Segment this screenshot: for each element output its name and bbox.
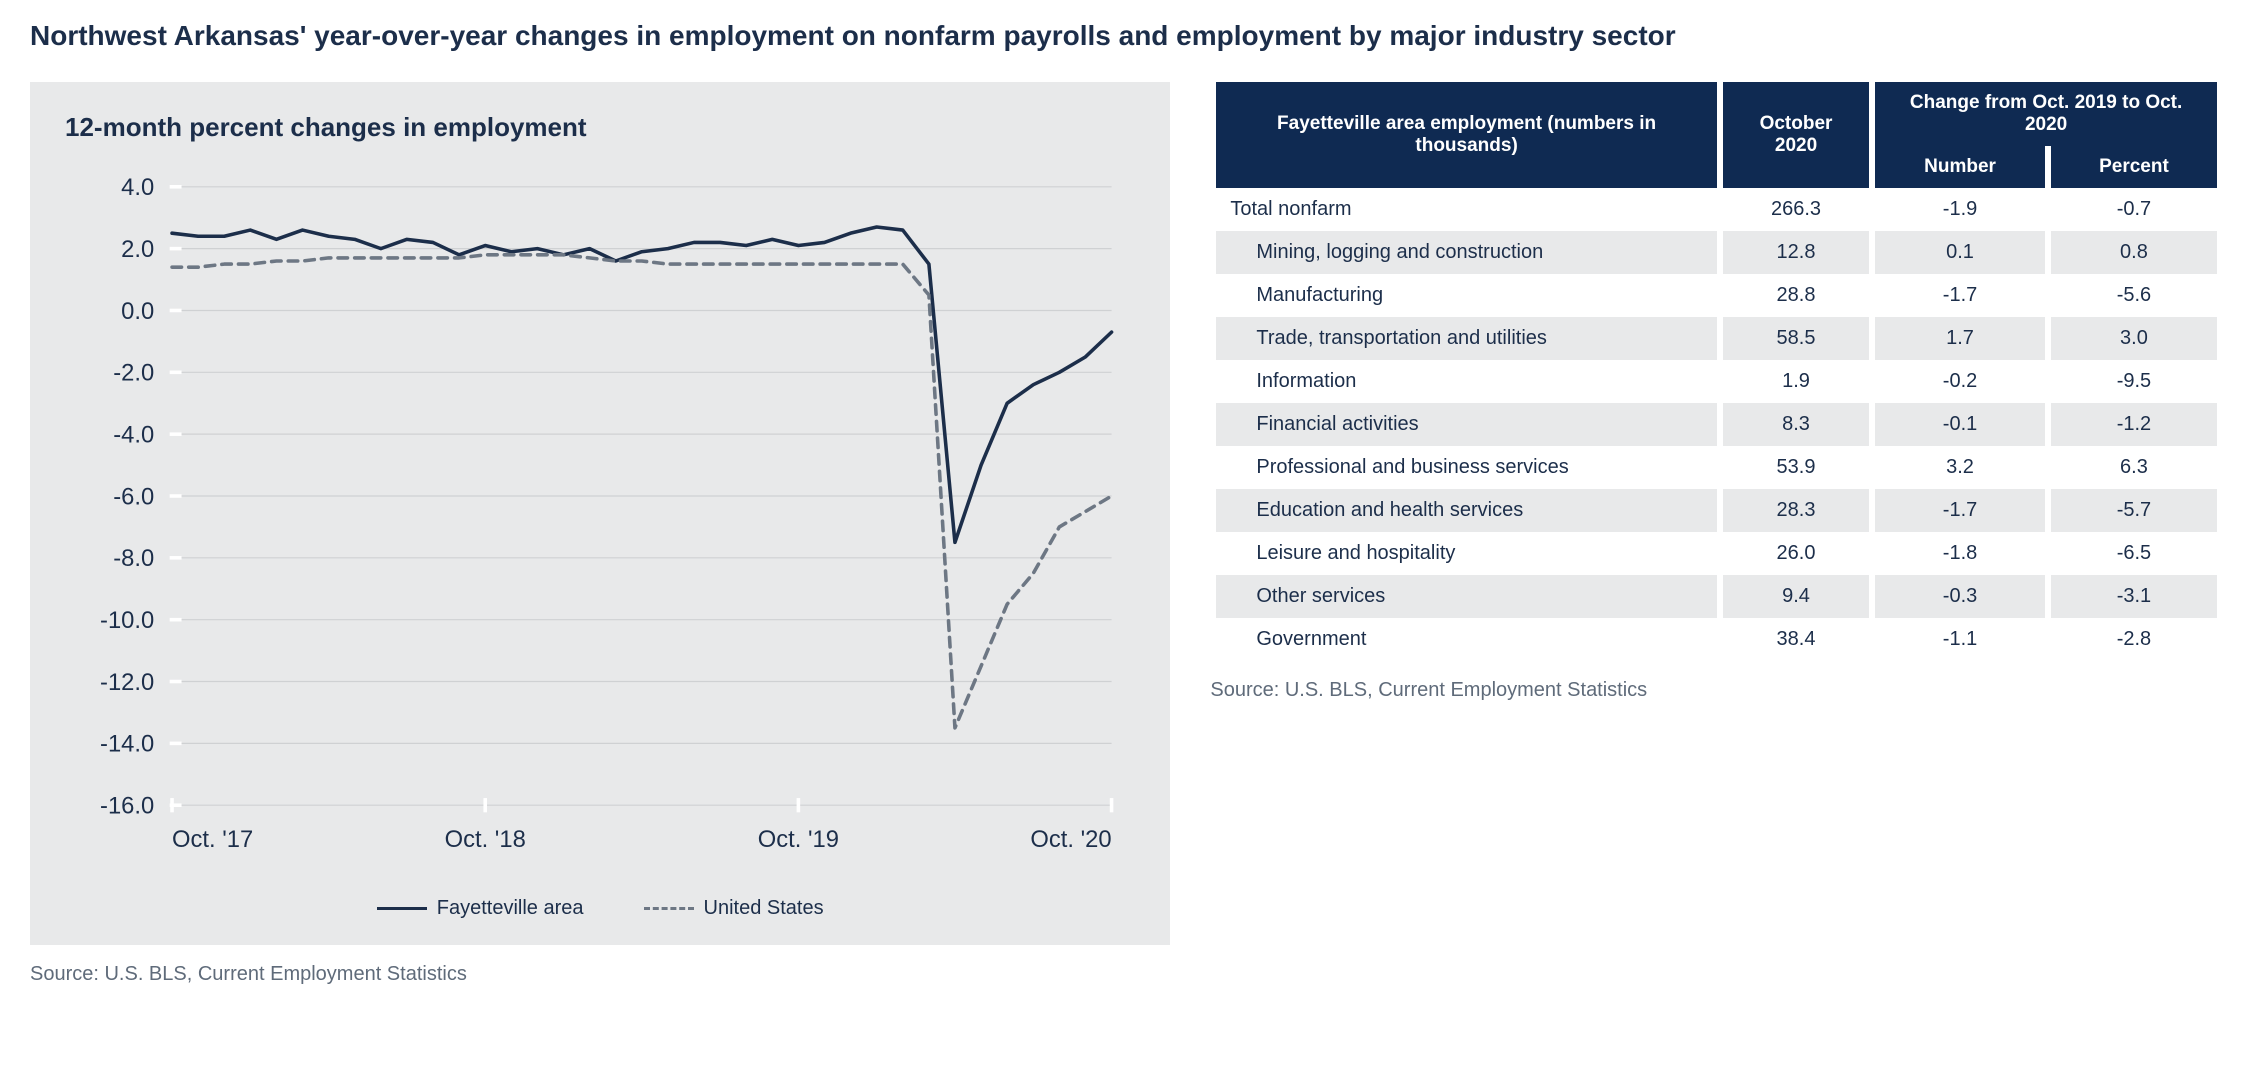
svg-text:0.0: 0.0 <box>121 298 154 325</box>
row-label: Education and health services <box>1216 489 1716 532</box>
table-row: Education and health services28.3-1.7-5.… <box>1216 489 2217 532</box>
legend-label: Fayetteville area <box>437 897 584 920</box>
svg-text:-8.0: -8.0 <box>113 545 154 572</box>
chart-source: Source: U.S. BLS, Current Employment Sta… <box>30 963 2223 986</box>
col-header-main: Fayetteville area employment (numbers in… <box>1216 82 1716 188</box>
chart-legend: Fayetteville area United States <box>65 897 1135 920</box>
svg-text:-10.0: -10.0 <box>100 607 154 634</box>
legend-item: Fayetteville area <box>377 897 584 920</box>
svg-text:-16.0: -16.0 <box>100 793 154 820</box>
row-change-percent: -5.7 <box>2051 489 2217 532</box>
row-oct2020: 266.3 <box>1723 188 1869 231</box>
table-row: Information1.9-0.2-9.5 <box>1216 360 2217 403</box>
row-change-percent: 6.3 <box>2051 446 2217 489</box>
chart-title: 12-month percent changes in employment <box>65 112 1135 143</box>
table-header: Fayetteville area employment (numbers in… <box>1216 82 2217 188</box>
row-change-percent: -6.5 <box>2051 532 2217 575</box>
table-row: Professional and business services53.93.… <box>1216 446 2217 489</box>
row-change-number: -0.3 <box>1875 575 2045 618</box>
row-change-number: -1.8 <box>1875 532 2045 575</box>
svg-text:-2.0: -2.0 <box>113 360 154 387</box>
row-change-number: 3.2 <box>1875 446 2045 489</box>
row-change-percent: -0.7 <box>2051 188 2217 231</box>
legend-label: United States <box>704 897 824 920</box>
table-row: Leisure and hospitality26.0-1.8-6.5 <box>1216 532 2217 575</box>
table-row: Other services9.4-0.3-3.1 <box>1216 575 2217 618</box>
table-row: Financial activities8.3-0.1-1.2 <box>1216 403 2217 446</box>
svg-text:4.0: 4.0 <box>121 174 154 201</box>
row-label: Manufacturing <box>1216 274 1716 317</box>
row-change-percent: -9.5 <box>2051 360 2217 403</box>
page-title: Northwest Arkansas' year-over-year chang… <box>30 20 2223 52</box>
svg-text:Oct. '20: Oct. '20 <box>1030 826 1111 853</box>
row-change-percent: -3.1 <box>2051 575 2217 618</box>
row-oct2020: 58.5 <box>1723 317 1869 360</box>
svg-text:2.0: 2.0 <box>121 236 154 263</box>
row-oct2020: 26.0 <box>1723 532 1869 575</box>
svg-text:-4.0: -4.0 <box>113 421 154 448</box>
row-label: Information <box>1216 360 1716 403</box>
row-oct2020: 28.8 <box>1723 274 1869 317</box>
table-row: Mining, logging and construction12.80.10… <box>1216 231 2217 274</box>
col-header-oct2020: October 2020 <box>1723 82 1869 188</box>
row-change-number: -0.2 <box>1875 360 2045 403</box>
row-oct2020: 9.4 <box>1723 575 1869 618</box>
legend-swatch <box>644 907 694 910</box>
row-change-number: -1.7 <box>1875 489 2045 532</box>
svg-text:-6.0: -6.0 <box>113 483 154 510</box>
chart-svg-container: 4.0 2.0 0.0 -2.0 -4.0 -6.0 -8.0 -10.0 -12.0 -14.0… <box>65 163 1135 882</box>
row-oct2020: 8.3 <box>1723 403 1869 446</box>
row-oct2020: 12.8 <box>1723 231 1869 274</box>
chart-panel: 12-month percent changes in employment 4… <box>30 82 1170 945</box>
row-label: Government <box>1216 618 1716 661</box>
svg-text:-14.0: -14.0 <box>100 731 154 758</box>
row-change-percent: -5.6 <box>2051 274 2217 317</box>
col-subheader-number: Number <box>1875 146 2045 188</box>
svg-text:-12.0: -12.0 <box>100 669 154 696</box>
row-label: Other services <box>1216 575 1716 618</box>
table-row: Trade, transportation and utilities58.51… <box>1216 317 2217 360</box>
row-oct2020: 53.9 <box>1723 446 1869 489</box>
legend-swatch <box>377 907 427 910</box>
content-row: 12-month percent changes in employment 4… <box>30 82 2223 945</box>
svg-text:Oct. '17: Oct. '17 <box>172 826 253 853</box>
line-chart: 4.0 2.0 0.0 -2.0 -4.0 -6.0 -8.0 -10.0 -12.0 -14.0… <box>65 163 1135 877</box>
row-label: Trade, transportation and utilities <box>1216 317 1716 360</box>
row-label: Financial activities <box>1216 403 1716 446</box>
row-label: Professional and business services <box>1216 446 1716 489</box>
svg-text:Oct. '18: Oct. '18 <box>445 826 526 853</box>
row-label: Mining, logging and construction <box>1216 231 1716 274</box>
table-body: Total nonfarm266.3-1.9-0.7Mining, loggin… <box>1216 188 2217 661</box>
table-source: Source: U.S. BLS, Current Employment Sta… <box>1210 679 2223 702</box>
row-change-number: -0.1 <box>1875 403 2045 446</box>
table-row: Total nonfarm266.3-1.9-0.7 <box>1216 188 2217 231</box>
row-change-number: -1.9 <box>1875 188 2045 231</box>
row-oct2020: 1.9 <box>1723 360 1869 403</box>
row-change-number: 0.1 <box>1875 231 2045 274</box>
row-label: Leisure and hospitality <box>1216 532 1716 575</box>
row-change-number: 1.7 <box>1875 317 2045 360</box>
row-change-number: -1.7 <box>1875 274 2045 317</box>
row-label: Total nonfarm <box>1216 188 1716 231</box>
legend-item: United States <box>644 897 824 920</box>
row-change-percent: -1.2 <box>2051 403 2217 446</box>
svg-text:Oct. '19: Oct. '19 <box>758 826 839 853</box>
row-change-number: -1.1 <box>1875 618 2045 661</box>
row-change-percent: 3.0 <box>2051 317 2217 360</box>
table-panel: Fayetteville area employment (numbers in… <box>1210 82 2223 702</box>
employment-table: Fayetteville area employment (numbers in… <box>1210 82 2223 661</box>
row-oct2020: 28.3 <box>1723 489 1869 532</box>
row-change-percent: 0.8 <box>2051 231 2217 274</box>
table-row: Manufacturing28.8-1.7-5.6 <box>1216 274 2217 317</box>
row-change-percent: -2.8 <box>2051 618 2217 661</box>
row-oct2020: 38.4 <box>1723 618 1869 661</box>
col-header-change: Change from Oct. 2019 to Oct. 2020 <box>1875 82 2217 146</box>
col-subheader-percent: Percent <box>2051 146 2217 188</box>
table-row: Government38.4-1.1-2.8 <box>1216 618 2217 661</box>
